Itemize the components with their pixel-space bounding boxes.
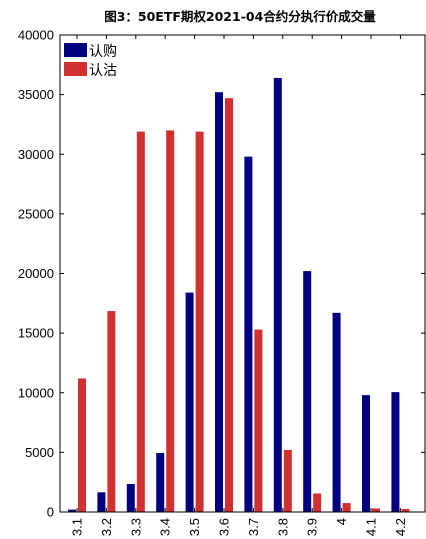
y-tick-label: 15000: [18, 326, 54, 341]
legend-swatch-call: [64, 43, 87, 57]
y-tick-label: 10000: [18, 385, 54, 400]
y-axis: 0 5000 10000 15000 20000 25000 30000 35000 40000: [18, 28, 425, 520]
bar-put-3.5: [195, 131, 204, 512]
legend: 认购 认沽: [64, 43, 117, 79]
x-tick-label: 3.5: [187, 518, 202, 536]
x-tick-label: 3.3: [128, 518, 143, 536]
bar-call-4.2: [391, 392, 400, 512]
x-tick-label: 4: [334, 518, 349, 525]
bar-call-3.8: [273, 77, 282, 513]
legend-label-call: 认购: [89, 44, 117, 60]
bar-put-3.7: [254, 329, 263, 512]
y-tick-label: 20000: [18, 266, 54, 281]
bar-call-3.4: [156, 452, 165, 512]
bar-call-4.1: [362, 395, 370, 512]
x-tick-label: 3.6: [217, 518, 232, 536]
x-axis: 3.1 3.2 3.3 3.4 3.5 3.6 3.7 3.8 3.9 4 4.1 4.2: [70, 35, 408, 536]
y-tick-label: 5000: [25, 445, 54, 460]
bar-call-3.5: [185, 292, 194, 512]
bar-put-3.1: [78, 378, 86, 512]
y-tick-label: 40000: [18, 28, 54, 43]
bar-call-3.7: [244, 156, 253, 512]
legend-swatch-put: [64, 62, 87, 76]
y-tick-label: 25000: [18, 206, 54, 221]
x-tick-label: 3.4: [158, 518, 173, 536]
x-tick-label: 3.2: [99, 518, 114, 536]
bar-call-3.1: [68, 509, 76, 512]
bar-put-3.4: [166, 130, 175, 512]
bar-call-3.9: [303, 271, 312, 512]
bar-call-4: [332, 312, 341, 512]
bars-group: [68, 77, 410, 513]
bar-call-3.6: [215, 92, 223, 513]
bar-put-4: [342, 503, 351, 512]
x-tick-label: 3.1: [70, 518, 85, 536]
x-tick-label: 3.8: [275, 518, 290, 536]
bar-put-4.2: [401, 509, 410, 512]
x-tick-label: 4.2: [393, 518, 408, 536]
y-tick-label: 35000: [18, 87, 54, 102]
bar-call-3.2: [97, 492, 106, 512]
x-tick-label: 3.7: [246, 518, 261, 536]
bar-call-3.3: [126, 483, 135, 512]
x-tick-label: 3.9: [305, 518, 320, 536]
bar-put-3.2: [107, 311, 116, 512]
bar-put-4.1: [372, 508, 380, 512]
legend-label-put: 认沽: [89, 63, 117, 79]
bar-put-3.9: [313, 493, 322, 512]
bar-put-3.6: [225, 98, 233, 512]
bar-put-3.3: [136, 131, 145, 512]
y-tick-label: 0: [47, 505, 54, 520]
y-tick-label: 30000: [18, 147, 54, 162]
chart-title: 图3：50ETF期权2021-04合约分执行价成交量: [104, 9, 376, 24]
x-tick-label: 4.1: [364, 518, 379, 536]
bar-put-3.8: [283, 449, 292, 512]
